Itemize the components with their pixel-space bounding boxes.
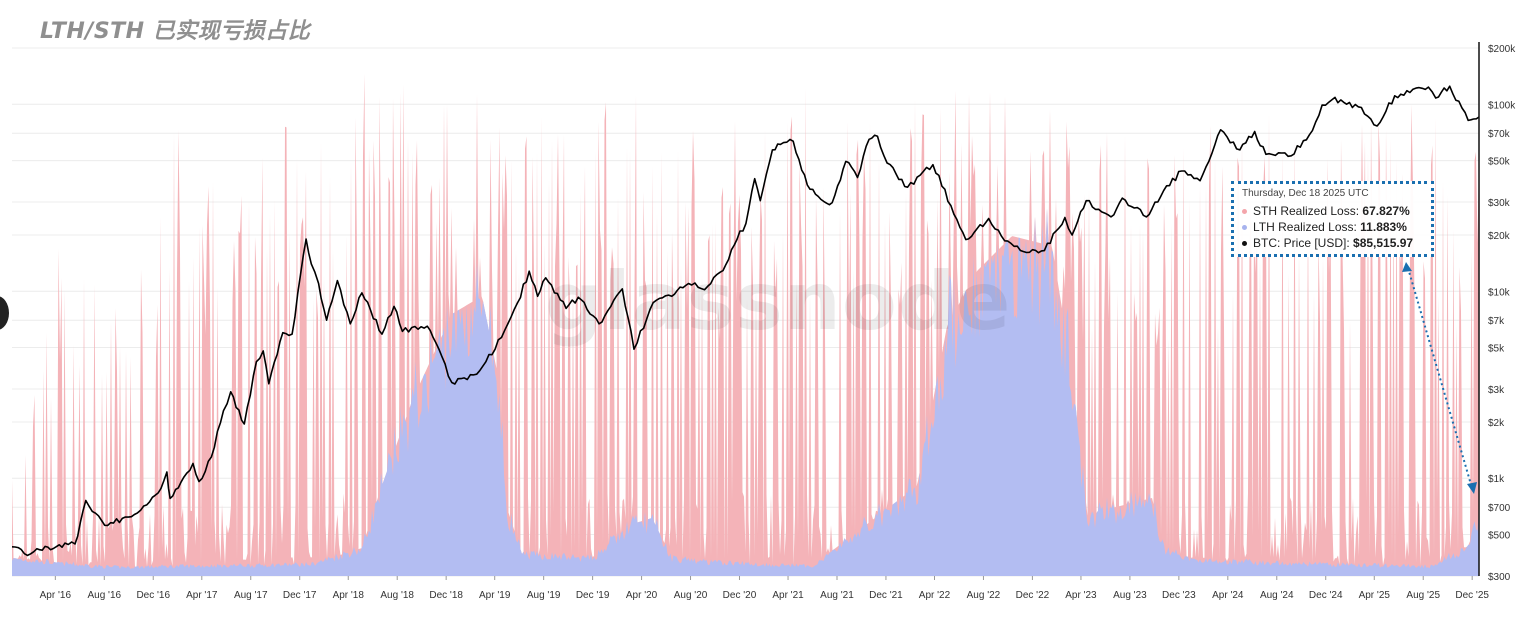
y-tick-label: $10k [1488,287,1511,298]
x-tick-label: Aug '20 [674,590,708,601]
x-tick-label: Dec '21 [869,590,903,601]
callout-arrow-line [1407,267,1473,489]
x-tick-label: Aug '22 [967,590,1001,601]
y-tick-label: $200k [1488,44,1516,55]
x-tick-label: Apr '16 [40,590,72,601]
watermark: glassnode [545,255,1012,348]
tooltip-row-sth: STH Realized Loss: 67.827% [1242,203,1423,219]
tooltip-date: Thursday, Dec 18 2025 UTC [1242,188,1369,199]
x-tick-label: Dec '24 [1309,590,1343,601]
tooltip-row-lth: LTH Realized Loss: 11.883% [1242,219,1423,235]
price-legend-dot [1242,241,1247,247]
x-tick-label: Dec '18 [429,590,463,601]
x-tick-label: Aug '19 [527,590,561,601]
y-tick-label: $3k [1488,385,1505,396]
y-tick-label: $500 [1488,531,1511,542]
y-tick-label: $1k [1488,474,1505,485]
tooltip-sth-value: 67.827% [1362,204,1410,218]
sth-loss-area [12,73,1479,576]
tooltip-row-price: BTC: Price [USD]: $85,515.97 [1242,235,1423,251]
x-tick-label: Aug '21 [820,590,854,601]
y-tick-label: $30k [1488,198,1511,209]
x-tick-label: Apr '20 [626,590,658,601]
lth-legend-dot [1242,225,1247,231]
x-tick-label: Apr '23 [1065,590,1097,601]
chart-tooltip: Thursday, Dec 18 2025 UTC STH Realized L… [1231,181,1434,257]
btc-price-line [11,85,1480,557]
page-title: LTH/STH 已实现亏损占比 [40,19,311,44]
callout-arrowhead-bottom [1467,482,1477,494]
x-tick-label: Dec '16 [136,590,170,601]
x-tick-label: Aug '25 [1406,590,1440,601]
x-tick-label: Aug '17 [234,590,268,601]
y-tick-label: $2k [1488,418,1505,429]
x-tick-label: Dec '17 [283,590,317,601]
area-series [12,73,1479,576]
tooltip-sth-label: STH Realized Loss: [1253,204,1360,218]
y-tick-label: $100k [1488,100,1516,111]
tooltip-price-value: $85,515.97 [1353,236,1414,250]
x-tick-label: Apr '19 [479,590,511,601]
x-tick-label: Apr '21 [772,590,804,601]
tooltip-price-label: BTC: Price [USD]: [1253,236,1350,250]
x-tick-label: Aug '23 [1113,590,1147,601]
y-tick-label: $20k [1488,231,1511,242]
x-tick-label: Apr '18 [333,590,365,601]
x-tick-label: Dec '23 [1162,590,1196,601]
x-tick-label: Dec '20 [723,590,757,601]
x-tick-label: Apr '25 [1359,590,1391,601]
x-tick-label: Apr '22 [919,590,951,601]
x-tick-label: Aug '16 [87,590,121,601]
y-axis-ticks: $300 $500 $700 $1k $2k $3k $5k $7k $10k $20k $30k $… [1488,44,1516,583]
x-axis-ticks: Apr '16 Aug '16 Dec '16 Apr '17 Aug '17 Dec '… [40,576,1489,601]
callout-arrowhead-top [1402,262,1412,272]
y-tick-label: $70k [1488,129,1511,140]
x-tick-label: Apr '17 [186,590,218,601]
x-tick-label: Aug '24 [1260,590,1294,601]
sth-legend-dot [1242,209,1247,215]
y-tick-label: $50k [1488,157,1511,168]
y-tick-label: $700 [1488,503,1511,514]
y-tick-label: $5k [1488,344,1505,355]
side-handle[interactable] [0,296,9,330]
y-tick-label: $300 [1488,572,1511,583]
tooltip-lth-label: LTH Realized Loss: [1253,220,1357,234]
x-tick-label: Dec '25 [1455,590,1489,601]
x-tick-label: Dec '19 [576,590,610,601]
y-tick-label: $7k [1488,316,1505,327]
tooltip-lth-value: 11.883% [1360,220,1407,234]
x-tick-label: Aug '18 [380,590,414,601]
x-tick-label: Dec '22 [1016,590,1050,601]
x-tick-label: Apr '24 [1212,590,1244,601]
